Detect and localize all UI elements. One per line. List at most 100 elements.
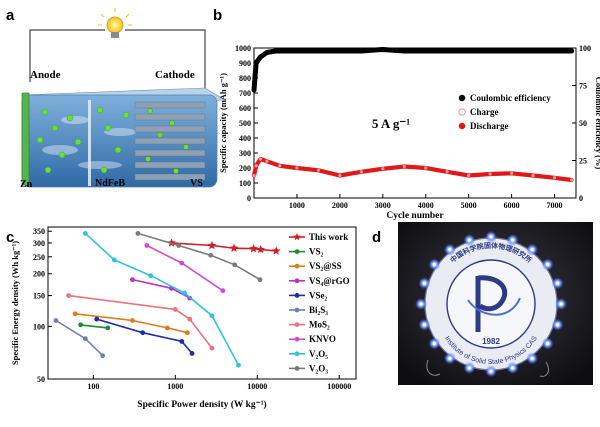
y-tick-label-b: 500 (239, 119, 251, 128)
data-point-v-o- (135, 231, 141, 236)
data-point-vse- (94, 316, 100, 322)
legend-marker-this-work (293, 233, 301, 241)
x-tick-label-c: 1000 (167, 382, 183, 391)
legend-c: This work VS₂ VS₂@SS VS₄@rGO VSe₂ Bi₂S₃ MoS₂ KN… (289, 232, 350, 373)
y-tick-label-b: 300 (239, 149, 251, 158)
data-point-charge (488, 172, 492, 176)
y-tick-label-c: 350 (33, 227, 45, 236)
data-point-v-o- (208, 252, 214, 258)
legend-label-vs-: VS₂ (309, 247, 324, 257)
series-line-v-o- (84, 232, 240, 366)
y-axis-label-b: Specific capacity (mAh g⁻¹) (218, 73, 228, 173)
data-point-vs-ss (184, 330, 190, 336)
data-point-v-o- (182, 290, 188, 296)
y-tick-label-c: 150 (33, 292, 45, 301)
led-bulb (448, 356, 452, 360)
x-tick-label-b: 2000 (332, 201, 348, 210)
data-point-coulombic-efficiency (381, 47, 385, 52)
x-tick-label-b: 3000 (375, 201, 391, 210)
data-point-coulombic-efficiency (295, 49, 299, 53)
y-tick-label-b: 600 (239, 104, 251, 113)
y2-axis-label-b: Coulombic efficiency (%) (594, 77, 600, 170)
led-bulb (559, 302, 563, 306)
led-bulb (511, 366, 515, 370)
legend-marker-discharge (458, 122, 466, 130)
led-bulb (448, 248, 452, 252)
led-bulb (422, 323, 427, 327)
legend-label-v-o-: V₂O₅ (309, 349, 328, 359)
data-point-v-o- (82, 231, 88, 236)
cathode-label: Cathode (155, 69, 195, 81)
vs-label: VS (190, 178, 203, 189)
y-tick-label-b: 1000 (235, 44, 251, 53)
x-tick-label-c: 100000 (327, 382, 351, 391)
series-line-mos- (68, 294, 213, 349)
y-axis-label-c: Specific Energy density (Wh kg⁻¹) (10, 241, 20, 365)
legend-marker-charge (458, 108, 466, 116)
data-point-knvo (220, 288, 226, 294)
series-line-this-work (171, 242, 277, 252)
separator-membrane (88, 100, 91, 186)
legend-label-coulombic-efficiency: Coulombic efficiency (470, 93, 551, 103)
x-tick-label-b: 5000 (461, 201, 477, 210)
led-bulb (467, 366, 471, 370)
led-bulb (546, 262, 550, 267)
data-point-mos- (66, 293, 72, 298)
x-tick-label-c: 100 (87, 382, 99, 391)
led-bulb (555, 281, 560, 285)
data-point-charge (338, 173, 342, 178)
series-line-vse- (96, 318, 193, 354)
data-point-coulombic-efficiency (570, 49, 574, 53)
y2-tick-label-b: 75 (579, 82, 587, 91)
data-point-coulombic-efficiency (273, 49, 278, 53)
led-bulb (489, 369, 493, 373)
data-point-coulombic-efficiency (424, 49, 428, 53)
y-tick-label-c: 100 (33, 322, 45, 331)
led-bulb (422, 281, 427, 285)
panel-d-led-photo: d 1982 中国科学院固体物理研究所 Institute of Solid S… (372, 222, 593, 385)
data-point-this-work (207, 240, 217, 250)
data-point-charge (252, 173, 256, 178)
legend-label-this-work: This work (309, 232, 348, 242)
data-point-bi-s- (82, 336, 88, 342)
series-line-knvo (146, 244, 224, 292)
data-point-v-o- (236, 362, 241, 368)
x-tick-label-b: 1000 (289, 201, 305, 210)
y-tick-label-b: 800 (239, 74, 251, 83)
data-point-coulombic-efficiency (552, 49, 557, 53)
y2-tick-label-b: 50 (579, 119, 587, 128)
anode-label: Anode (30, 69, 61, 81)
data-point-coulombic-efficiency (316, 49, 320, 53)
led-bulb (419, 302, 423, 306)
x-axis-label-c: Specific Power density (W kg⁻¹) (137, 399, 266, 410)
panel-letter-d: d (372, 229, 381, 246)
legend-marker-v-o- (294, 366, 300, 371)
data-point-vs- (78, 322, 84, 328)
data-point-charge (265, 159, 269, 163)
data-point-v-o- (209, 313, 215, 319)
legend-marker-v-o- (294, 351, 300, 357)
series-line-coulombic-efficiency (251, 47, 575, 93)
led-bulb (467, 238, 471, 242)
data-point-charge (510, 171, 514, 175)
data-point-vs-ss (72, 311, 78, 317)
data-point-this-work (229, 243, 239, 252)
y-tick-label-b: 700 (239, 89, 251, 98)
plot-frame-c (47, 226, 357, 380)
data-point-charge (531, 173, 535, 178)
legend-label-discharge: Discharge (470, 121, 509, 131)
legend-label-charge: Charge (470, 107, 499, 117)
y-tick-label-c: 50 (37, 375, 45, 384)
data-point-coulombic-efficiency (467, 49, 471, 53)
y-tick-label-b: 0 (247, 194, 251, 203)
connection-wires (426, 359, 549, 377)
data-point-coulombic-efficiency (254, 61, 258, 65)
data-point-vs-ss (164, 325, 170, 331)
legend-label-vs-ss: VS₂@SS (309, 261, 342, 271)
circuit-wire (29, 29, 206, 90)
data-point-vs-ss (130, 318, 135, 323)
data-point-charge (467, 173, 471, 178)
data-point-vs- (105, 325, 111, 331)
data-point-vse- (140, 330, 146, 336)
